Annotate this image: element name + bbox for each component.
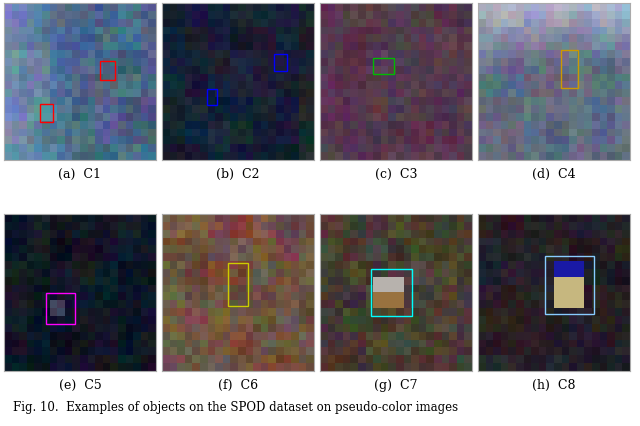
- Bar: [275, 55, 287, 72]
- Text: (f)  C6: (f) C6: [218, 378, 258, 391]
- Text: Fig. 10.  Examples of objects on the SPOD dataset on pseudo-color images: Fig. 10. Examples of objects on the SPOD…: [13, 400, 458, 414]
- Text: (c)  C3: (c) C3: [375, 167, 417, 181]
- Bar: [46, 293, 75, 324]
- Text: (h)  C8: (h) C8: [532, 378, 576, 391]
- Text: (d)  C4: (d) C4: [532, 167, 576, 181]
- Text: (g)  C7: (g) C7: [374, 378, 418, 391]
- Bar: [373, 59, 394, 75]
- Text: (e)  C5: (e) C5: [59, 378, 101, 391]
- Bar: [228, 264, 248, 306]
- Bar: [561, 51, 577, 89]
- Bar: [100, 62, 115, 81]
- Bar: [545, 256, 593, 314]
- Bar: [40, 105, 53, 122]
- Bar: [371, 269, 412, 317]
- Bar: [207, 90, 218, 106]
- Text: (b)  C2: (b) C2: [216, 167, 260, 181]
- Text: (a)  C1: (a) C1: [58, 167, 102, 181]
